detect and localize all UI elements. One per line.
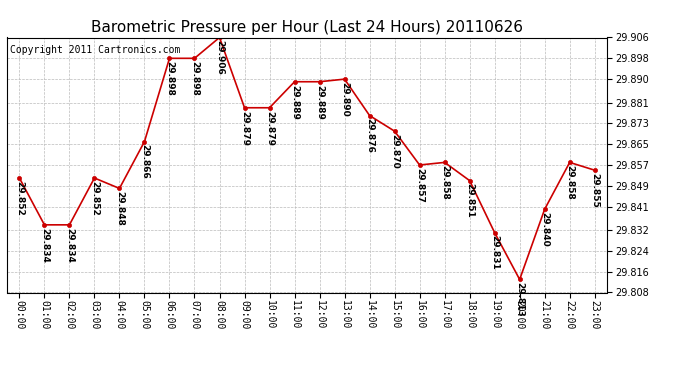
Text: 29.870: 29.870 [390, 134, 399, 169]
Text: 29.889: 29.889 [315, 84, 324, 119]
Text: 29.851: 29.851 [465, 183, 474, 218]
Text: 29.889: 29.889 [290, 84, 299, 119]
Text: 29.906: 29.906 [215, 40, 224, 75]
Text: 29.898: 29.898 [165, 61, 174, 96]
Text: 29.879: 29.879 [265, 111, 274, 146]
Text: 29.840: 29.840 [540, 212, 549, 247]
Title: Barometric Pressure per Hour (Last 24 Hours) 20110626: Barometric Pressure per Hour (Last 24 Ho… [91, 20, 523, 35]
Text: 29.857: 29.857 [415, 168, 424, 202]
Text: 29.834: 29.834 [65, 228, 74, 262]
Text: 29.834: 29.834 [40, 228, 49, 262]
Text: Copyright 2011 Cartronics.com: Copyright 2011 Cartronics.com [10, 45, 180, 55]
Text: 29.831: 29.831 [490, 236, 499, 270]
Text: 29.852: 29.852 [90, 181, 99, 216]
Text: 29.813: 29.813 [515, 282, 524, 317]
Text: 29.852: 29.852 [15, 181, 24, 216]
Text: 29.858: 29.858 [440, 165, 449, 200]
Text: 29.866: 29.866 [140, 144, 149, 179]
Text: 29.879: 29.879 [240, 111, 249, 146]
Text: 29.848: 29.848 [115, 191, 124, 226]
Text: 29.890: 29.890 [340, 82, 349, 117]
Text: 29.855: 29.855 [590, 173, 599, 208]
Text: 29.876: 29.876 [365, 118, 374, 153]
Text: 29.898: 29.898 [190, 61, 199, 96]
Text: 29.858: 29.858 [565, 165, 574, 200]
